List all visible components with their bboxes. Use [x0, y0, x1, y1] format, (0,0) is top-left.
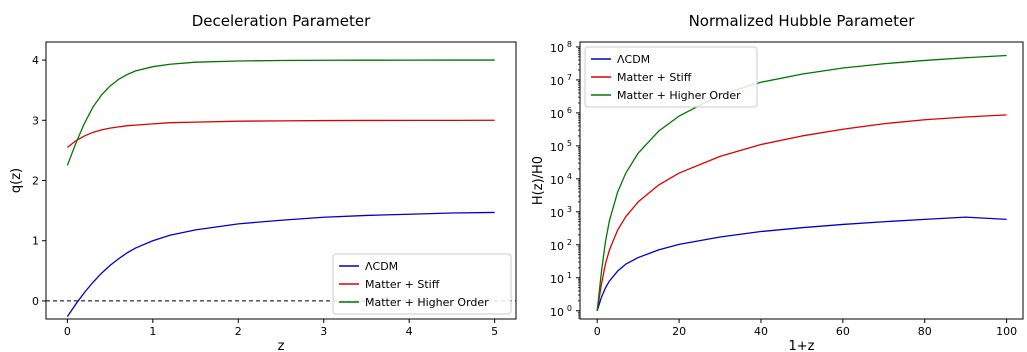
series-line-2	[66, 59, 495, 166]
y-tick-exponent: 4	[567, 172, 572, 181]
x-tick-label: 40	[754, 325, 768, 338]
y-tick-exponent: 0	[567, 304, 572, 313]
y-tick-label: 4	[32, 54, 39, 67]
x-tick-label: 0	[594, 325, 601, 338]
x-tick-label: 3	[320, 325, 327, 338]
legend: ΛCDM Matter + Stiff Matter + Higher Order	[584, 46, 758, 108]
chart-title: Deceleration Parameter	[192, 12, 371, 30]
chart-title: Normalized Hubble Parameter	[689, 12, 916, 30]
series-line-2	[596, 54, 1007, 311]
series-line-0	[596, 216, 1007, 311]
x-tick-label: 2	[235, 325, 242, 338]
deceleration-panel: Deceleration Parameter 0 1 2 3 4 5 0 1 2 3 4 z q(z) ΛC…	[9, 12, 517, 352]
y-tick-label: 0	[32, 295, 39, 308]
y-tick-exponent: 3	[567, 205, 572, 214]
y-tick-exponent: 1	[567, 271, 572, 280]
series-line-0	[66, 211, 495, 317]
legend-label-2: Matter + Higher Order	[617, 89, 741, 102]
series-group	[596, 54, 1007, 311]
legend-label-0: ΛCDM	[617, 53, 650, 66]
y-tick-exponent: 5	[567, 139, 572, 148]
x-axis-title: 1+z	[789, 339, 815, 352]
y-tick-exponent: 2	[567, 238, 572, 247]
series-line-1	[66, 119, 495, 148]
y-tick-exponent: 8	[567, 40, 572, 49]
series-line-1	[596, 114, 1007, 311]
legend-box	[332, 253, 512, 315]
legend-label-1: Matter + Stiff	[365, 278, 440, 291]
x-tick-label: 1	[149, 325, 156, 338]
legend-label-2: Matter + Higher Order	[365, 296, 489, 309]
legend-box	[584, 46, 758, 108]
x-axis-title: z	[278, 339, 285, 352]
x-tick-label: 20	[672, 325, 686, 338]
x-tick-label: 0	[64, 325, 71, 338]
x-tick-label: 100	[996, 325, 1017, 338]
legend-label-0: ΛCDM	[365, 260, 398, 273]
series-group	[66, 59, 495, 317]
x-tick-label: 60	[836, 325, 850, 338]
x-tick-label: 5	[491, 325, 498, 338]
legend-label-1: Matter + Stiff	[617, 71, 692, 84]
y-tick-exponent: 7	[567, 73, 572, 82]
legend: ΛCDM Matter + Stiff Matter + Higher Order	[332, 253, 512, 315]
y-tick-label: 3	[32, 114, 39, 127]
x-tick-label: 80	[918, 325, 932, 338]
y-axis-title: q(z)	[9, 168, 24, 193]
y-axis-title: H(z)/H0	[531, 156, 546, 205]
y-tick-label: 1	[32, 235, 39, 248]
y-tick-exponent: 6	[567, 106, 572, 115]
y-tick-label: 2	[32, 175, 39, 188]
x-tick-label: 4	[406, 325, 413, 338]
